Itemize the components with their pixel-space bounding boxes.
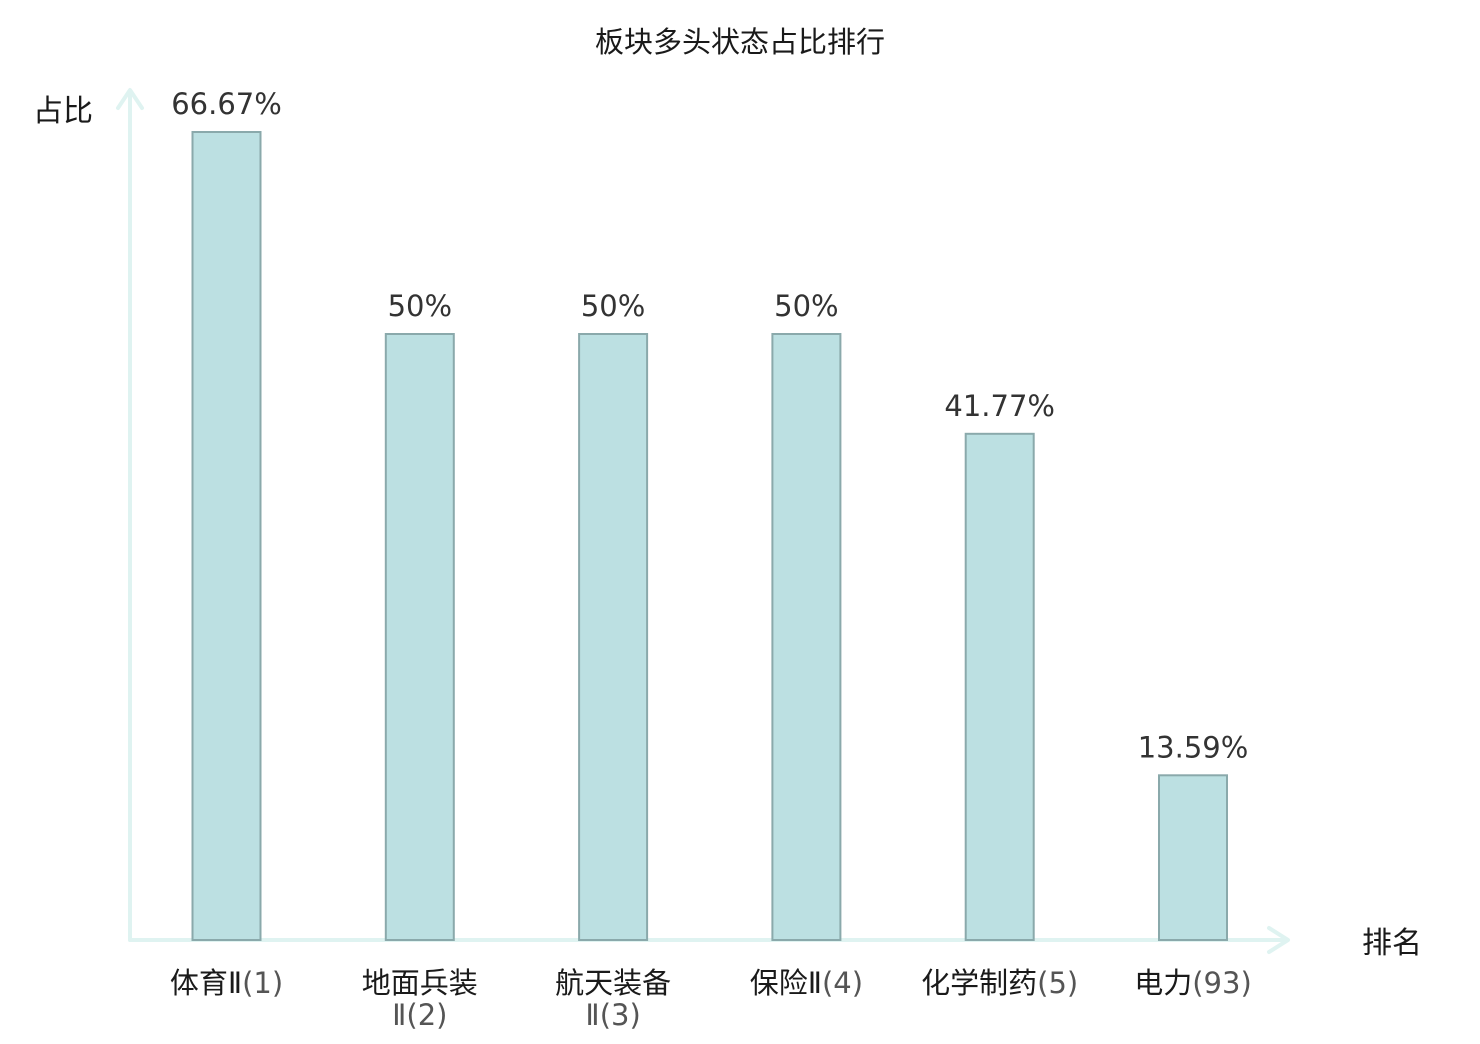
- bar: [384, 333, 455, 941]
- axes: [116, 88, 1290, 954]
- x-axis-label: 排名: [1362, 926, 1422, 961]
- category-name-suffix: Ⅱ: [585, 998, 599, 1032]
- category-name: 体育Ⅱ: [170, 966, 242, 1000]
- category-label: 化学制药(5): [921, 966, 1078, 1000]
- bar-value-label: 50%: [581, 289, 645, 323]
- category-label-line2: Ⅱ(3): [585, 998, 640, 1032]
- bar-value-label: 66.67%: [171, 87, 282, 121]
- category-label: 保险Ⅱ(4): [750, 966, 863, 1000]
- category-name-suffix: Ⅱ: [392, 998, 406, 1032]
- category-rank: (4): [822, 966, 863, 1000]
- category-name: 电力: [1134, 966, 1192, 1000]
- category-name: 保险Ⅱ: [750, 966, 822, 1000]
- bar: [191, 131, 262, 941]
- category-label: 体育Ⅱ(1): [170, 966, 283, 1000]
- bar: [964, 432, 1035, 941]
- category-label-line2: Ⅱ(2): [392, 998, 447, 1032]
- category-label: 地面兵装: [362, 966, 478, 1000]
- y-axis-arrow: [116, 88, 144, 110]
- category-rank: (1): [242, 966, 283, 1000]
- category-name: 航天装备: [555, 966, 671, 1000]
- bar: [578, 333, 649, 941]
- value-labels: 66.67% 50% 50% 50% 41.77% 13.59%: [171, 87, 1248, 764]
- category-label: 电力(93): [1134, 966, 1252, 1000]
- bar-series: [191, 131, 1228, 941]
- bar: [1158, 774, 1228, 941]
- y-axis-label: 占比: [33, 94, 93, 129]
- bar-value-label: 50%: [388, 289, 452, 323]
- bar-value-label: 50%: [774, 289, 838, 323]
- category-rank: (2): [406, 998, 447, 1032]
- category-name: 化学制药: [921, 966, 1037, 1000]
- category-rank: (5): [1037, 966, 1078, 1000]
- chart-title: 板块多头状态占比排行: [595, 25, 885, 59]
- category-name: 地面兵装: [362, 966, 478, 1000]
- bar-value-label: 13.59%: [1138, 730, 1249, 764]
- category-rank: (93): [1192, 966, 1252, 1000]
- category-label: 航天装备: [555, 966, 671, 1000]
- category-rank: (3): [600, 998, 641, 1032]
- bar: [771, 333, 842, 941]
- x-axis-arrow: [1267, 926, 1290, 954]
- bar-value-label: 41.77%: [944, 389, 1055, 423]
